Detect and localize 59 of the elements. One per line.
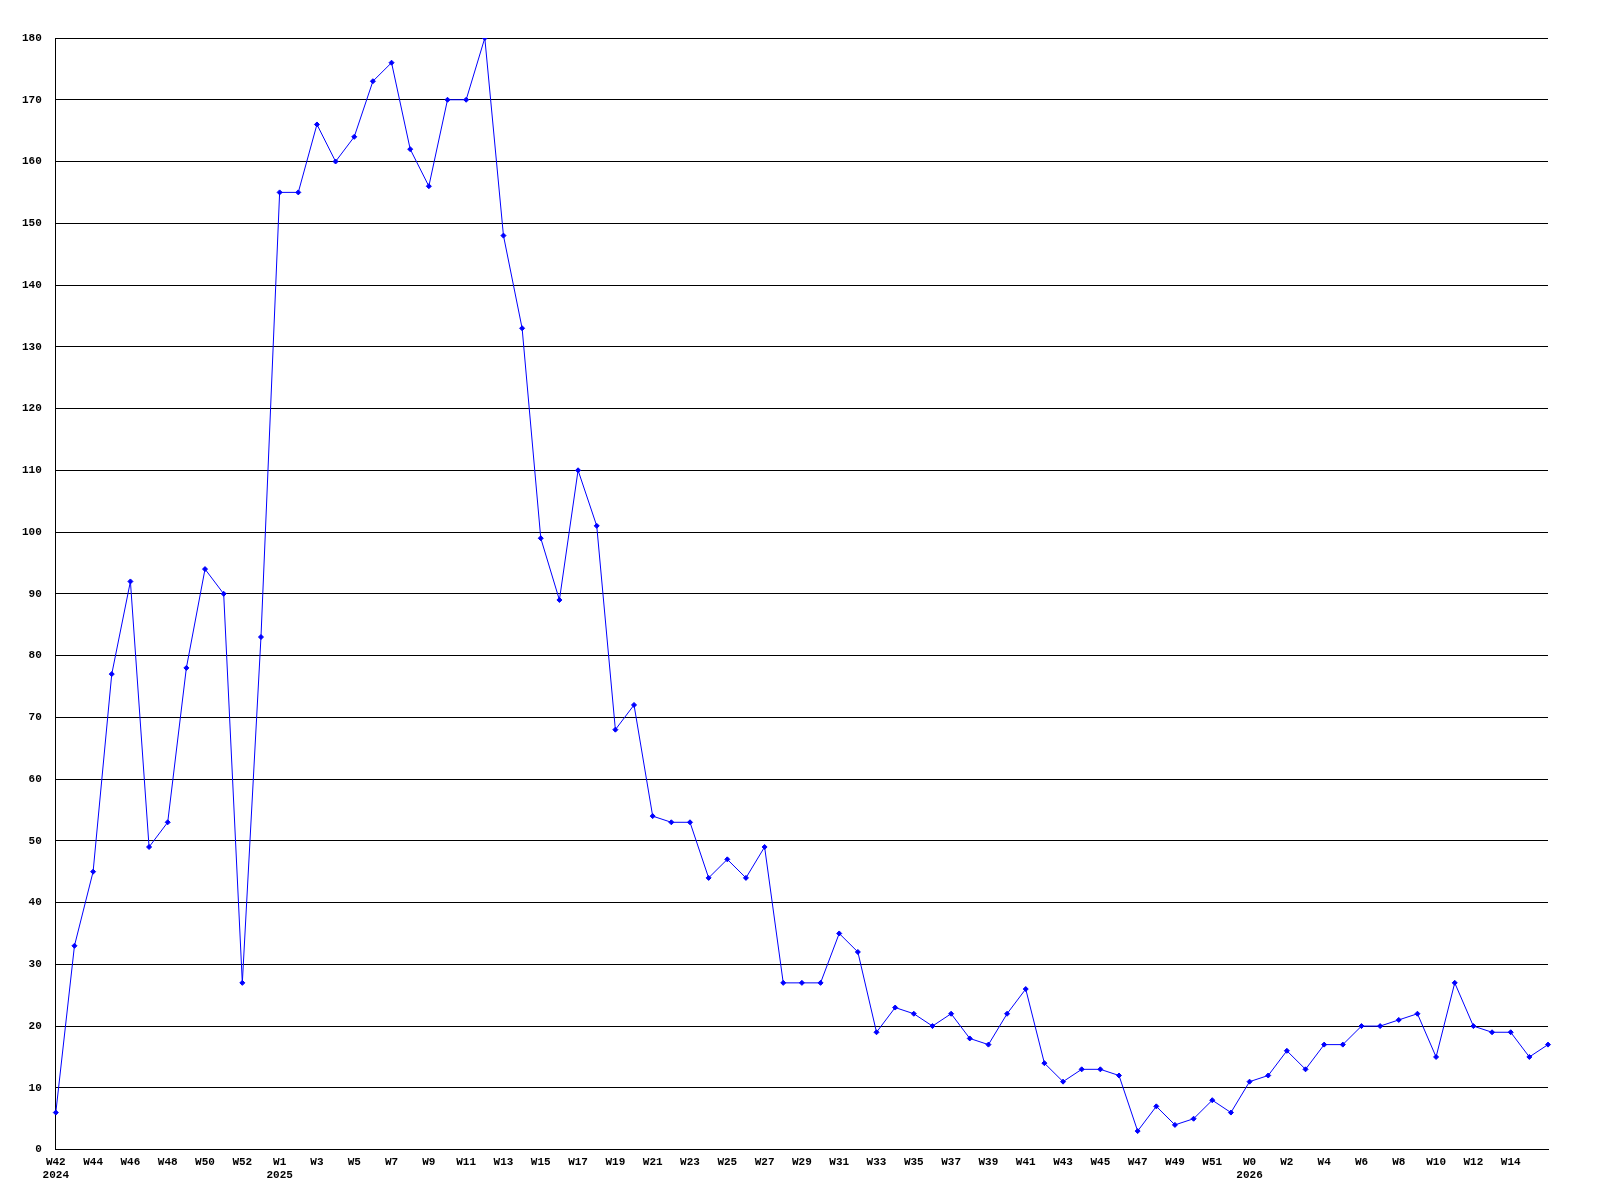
x-tick-label: W15 — [530, 1155, 552, 1168]
x-tick-label: W31 — [829, 1155, 850, 1168]
x-tick-label: W42 2024 — [42, 1155, 70, 1182]
x-tick-label: W0 2026 — [1236, 1155, 1263, 1182]
y-tick-label: 50 — [28, 834, 42, 847]
y-tick-label: 90 — [28, 587, 42, 600]
x-tick-label: W12 — [1463, 1155, 1484, 1168]
x-tick-label: W46 — [120, 1155, 141, 1168]
x-tick-label: W41 — [1015, 1155, 1037, 1168]
x-tick-label: W50 — [195, 1155, 215, 1168]
x-tick-label: W14 — [1500, 1155, 1521, 1168]
x-tick-label: W37 — [941, 1155, 962, 1168]
x-tick-label: W27 — [754, 1155, 775, 1168]
y-tick-label: 130 — [21, 340, 42, 353]
y-tick-label: 30 — [28, 958, 42, 971]
x-tick-label: W8 — [1392, 1155, 1406, 1168]
x-tick-label: W29 — [792, 1155, 812, 1168]
x-tick-label: W52 — [232, 1155, 253, 1168]
x-tick-label: W13 — [493, 1155, 514, 1168]
x-tick-label: W7 — [384, 1155, 399, 1168]
x-tick-label: W23 — [680, 1155, 701, 1168]
y-tick-label: 20 — [28, 1019, 42, 1032]
x-tick-label: W47 — [1127, 1155, 1148, 1168]
x-tick-label: W10 — [1426, 1155, 1446, 1168]
y-tick-label: 140 — [21, 278, 42, 291]
x-tick-label: W1 2025 — [266, 1155, 294, 1182]
x-tick-label: W19 — [605, 1155, 626, 1168]
x-tick-label: W3 — [310, 1155, 324, 1168]
y-tick-label: 150 — [21, 217, 42, 230]
y-tick-label: 160 — [21, 155, 42, 168]
y-tick-label: 60 — [28, 772, 42, 785]
y-tick-label: 170 — [21, 93, 42, 106]
y-tick-label: 80 — [28, 649, 42, 662]
x-tick-label: W48 — [157, 1155, 179, 1168]
x-tick-label: W51 — [1202, 1155, 1223, 1168]
x-tick-label: W45 — [1090, 1155, 1111, 1168]
x-tick-label: W9 — [422, 1155, 436, 1168]
y-tick-label: 110 — [21, 464, 42, 477]
y-tick-label: 70 — [28, 711, 42, 724]
x-tick-label: W39 — [978, 1155, 999, 1168]
y-tick-label: 40 — [28, 896, 42, 909]
y-tick-label: 0 — [35, 1143, 42, 1156]
y-tick-label: 10 — [28, 1081, 42, 1094]
x-tick-label: W44 — [83, 1155, 104, 1168]
x-tick-label: W11 — [456, 1155, 477, 1168]
x-tick-label: W21 — [642, 1155, 663, 1168]
x-tick-label: W5 — [347, 1155, 362, 1168]
x-tick-label: W4 — [1317, 1155, 1332, 1168]
x-tick-label: W43 — [1053, 1155, 1074, 1168]
x-tick-label: W25 — [717, 1155, 738, 1168]
x-tick-label: W35 — [903, 1155, 925, 1168]
x-tick-label: W33 — [866, 1155, 887, 1168]
y-tick-label: 100 — [21, 525, 42, 538]
x-tick-label: W49 — [1165, 1155, 1185, 1168]
x-tick-label: W2 — [1280, 1155, 1294, 1168]
y-tick-label: 120 — [21, 402, 42, 415]
x-tick-label: W6 — [1354, 1155, 1369, 1168]
y-tick-label: 180 — [21, 31, 42, 44]
x-tick-label: W17 — [568, 1155, 588, 1168]
